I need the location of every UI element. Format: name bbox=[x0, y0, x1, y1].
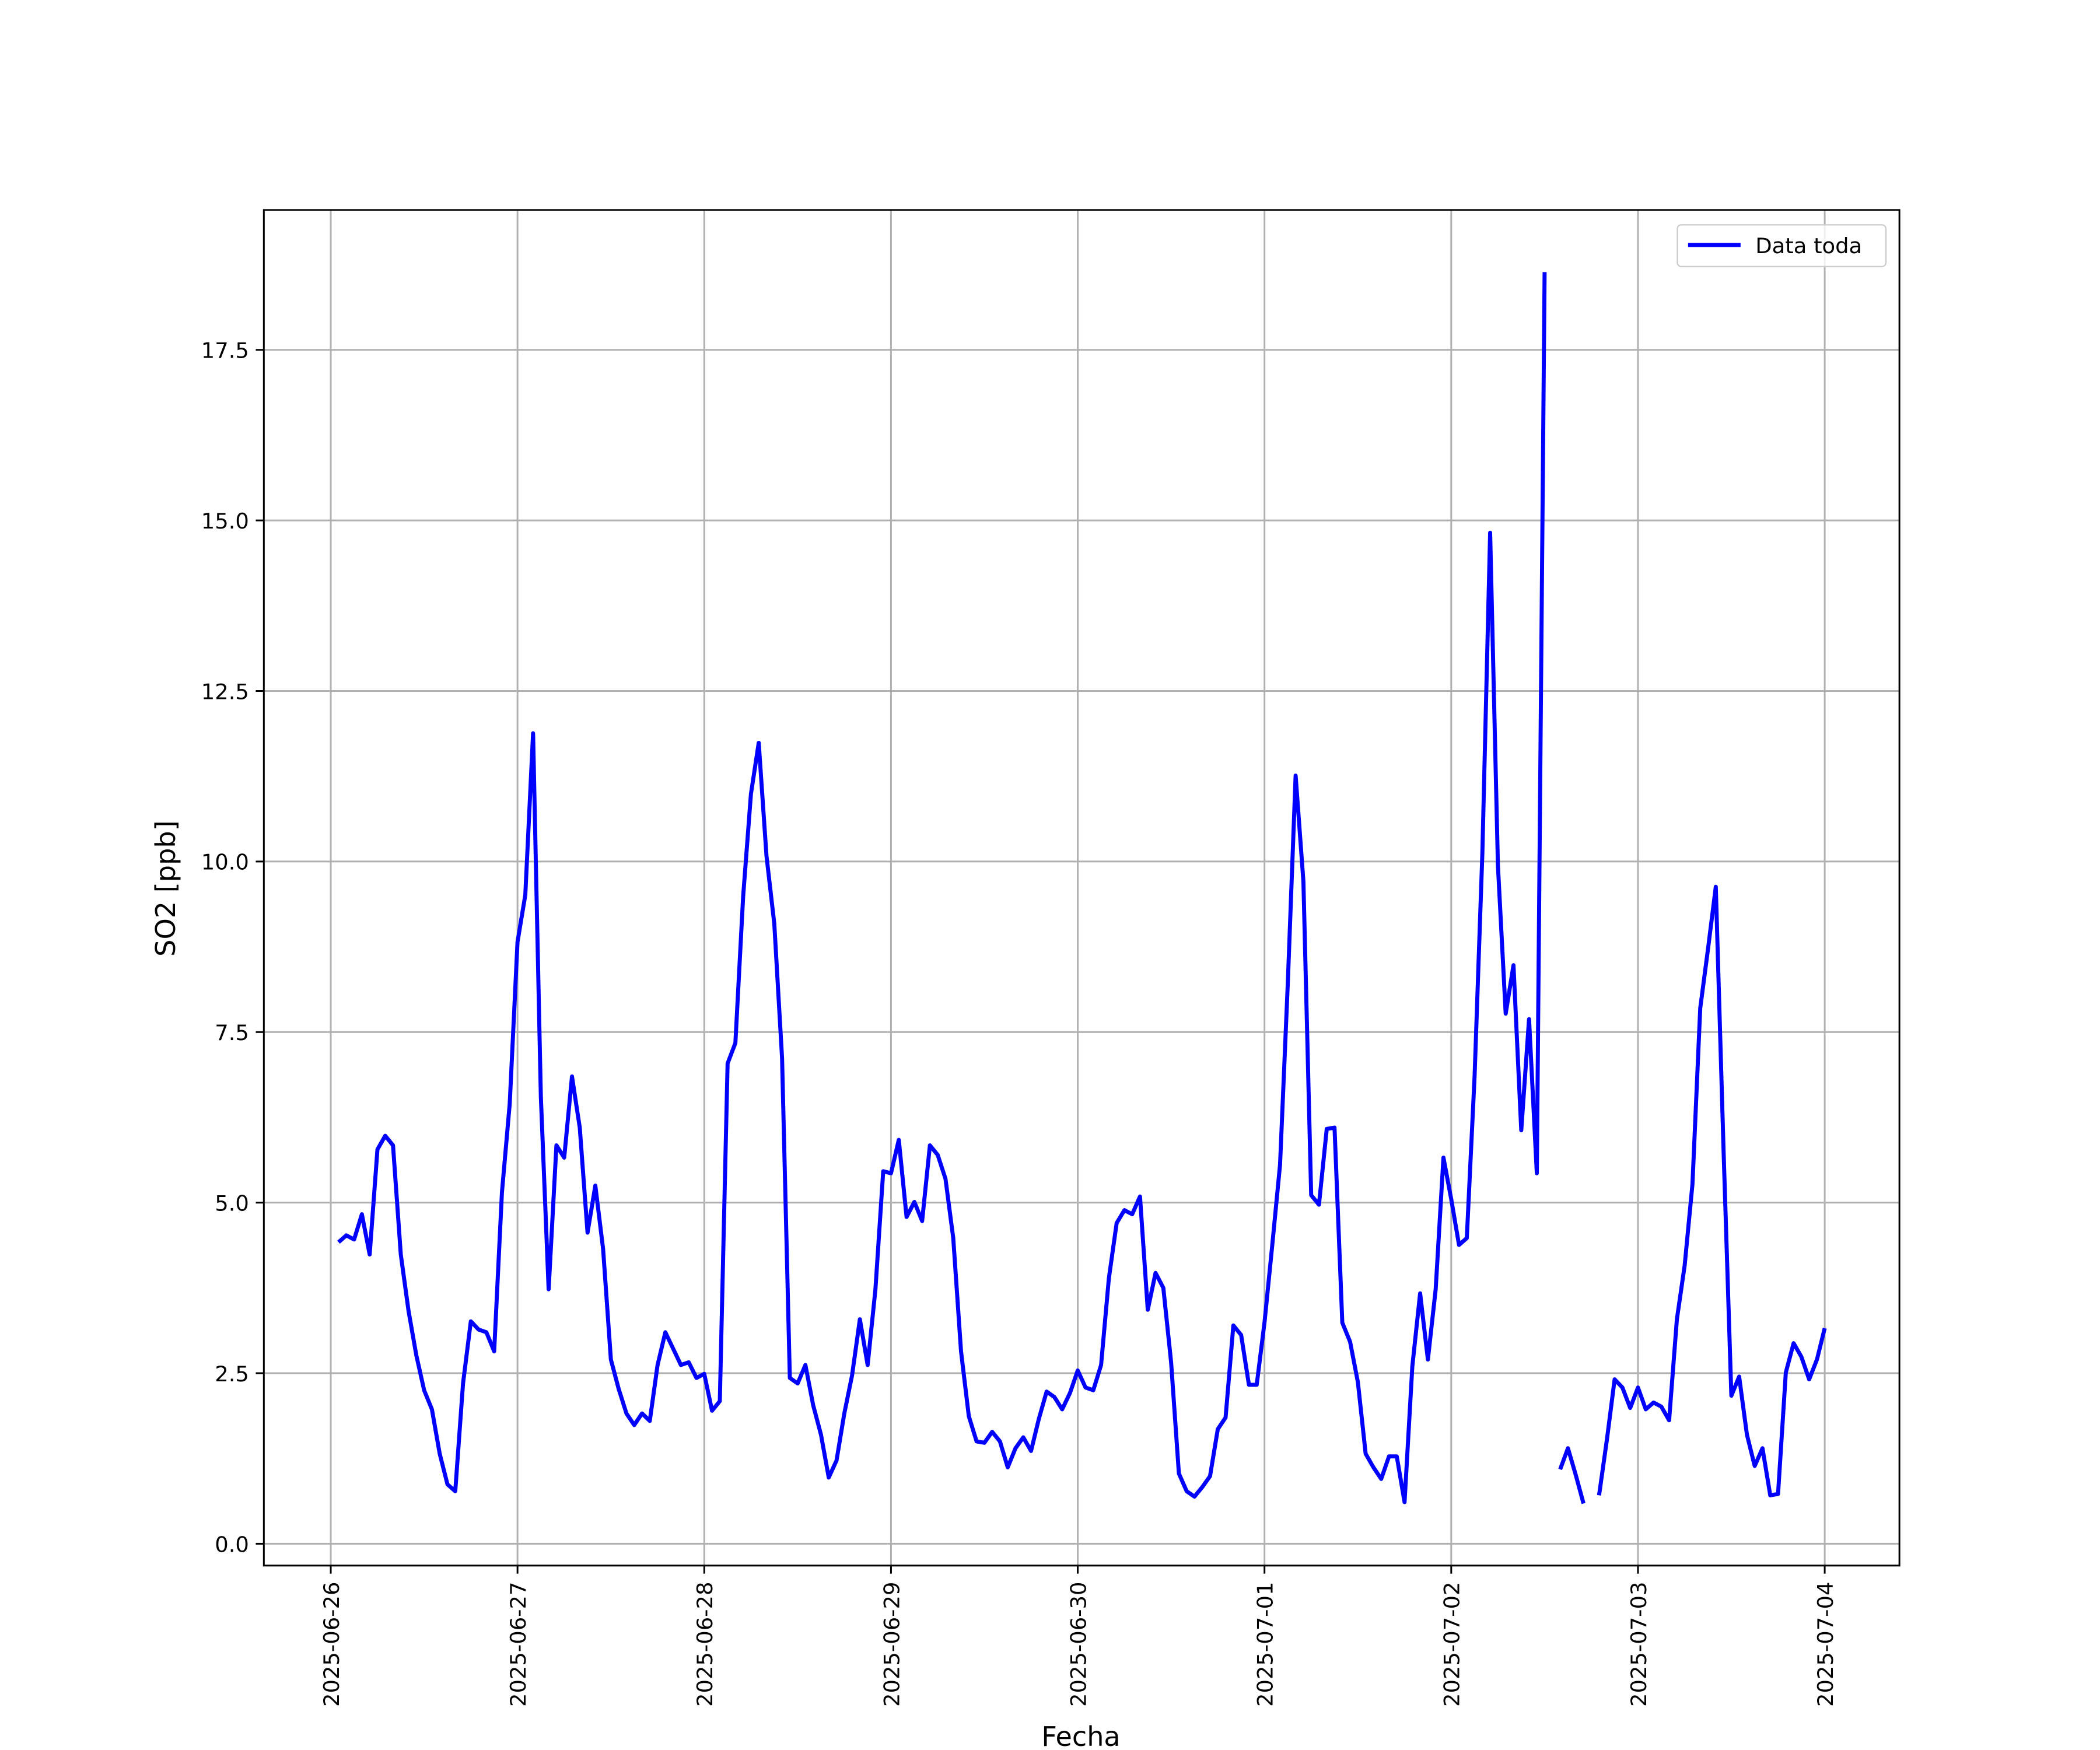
x-tick-label: 2025-07-01 bbox=[1253, 1582, 1278, 1707]
y-axis-label: SO2 [ppb] bbox=[150, 820, 181, 957]
legend-box bbox=[1676, 224, 1887, 268]
y-tick-label: 12.5 bbox=[201, 679, 249, 704]
x-axis-label: Fecha bbox=[1041, 1721, 1120, 1750]
y-tick-label: 0.0 bbox=[215, 1532, 249, 1557]
x-tick-label: 2025-06-30 bbox=[1066, 1582, 1091, 1707]
legend-label: Data toda bbox=[1755, 233, 1862, 258]
x-tick-label: 2025-07-02 bbox=[1440, 1582, 1465, 1707]
y-tick-label: 15.0 bbox=[201, 509, 249, 534]
x-tick-label: 2025-07-04 bbox=[1813, 1582, 1838, 1707]
y-tick-label: 7.5 bbox=[215, 1020, 249, 1045]
y-tick-label: 2.5 bbox=[215, 1362, 249, 1387]
x-tick-label: 2025-06-29 bbox=[879, 1582, 904, 1707]
x-tick-label: 2025-06-28 bbox=[692, 1582, 718, 1707]
y-tick-label: 17.5 bbox=[201, 338, 249, 363]
legend: Data toda bbox=[1676, 224, 1887, 268]
y-tick-label: 10.0 bbox=[201, 850, 249, 875]
x-tick-label: 2025-07-03 bbox=[1626, 1582, 1651, 1707]
y-tick-label: 5.0 bbox=[215, 1191, 249, 1216]
data-line bbox=[337, 272, 1827, 1504]
plot-frame bbox=[262, 209, 1901, 1567]
x-tick-label: 2025-06-26 bbox=[319, 1582, 344, 1707]
x-tick-label: 2025-06-27 bbox=[506, 1582, 531, 1707]
